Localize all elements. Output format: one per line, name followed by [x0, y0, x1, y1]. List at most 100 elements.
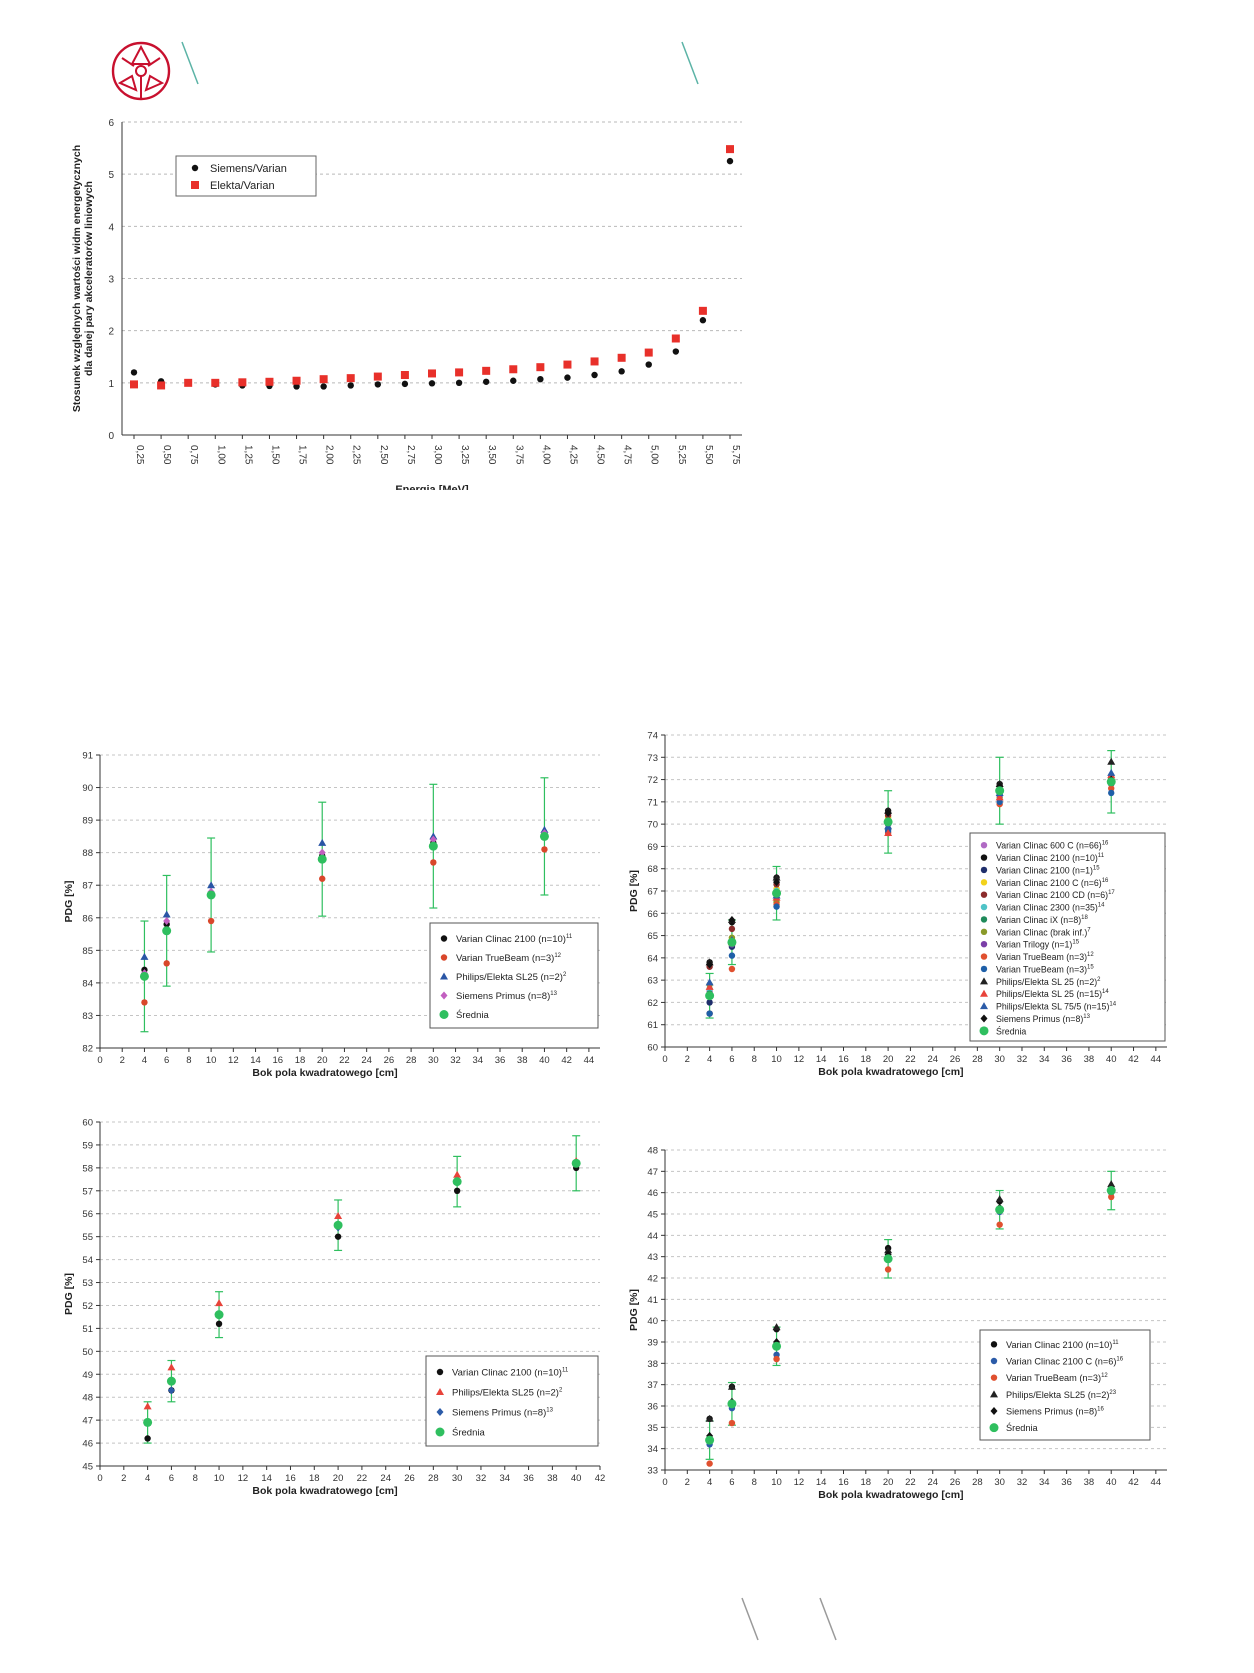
legend-marker: [436, 1408, 444, 1416]
legend-marker: [990, 1341, 998, 1348]
y-tick-label: 52: [82, 1301, 93, 1312]
y-tick-label: 68: [647, 864, 658, 875]
x-tick-label: 4,25: [567, 445, 578, 465]
y-tick-label: 49: [82, 1370, 93, 1381]
data-point: [705, 1414, 714, 1422]
data-point: [429, 835, 437, 844]
x-tick-label: 32: [1017, 1477, 1028, 1488]
legend-reference: 16: [1116, 1357, 1123, 1363]
y-tick-label: 42: [647, 1274, 658, 1285]
y-tick-label: 36: [647, 1402, 658, 1413]
data-point: [995, 1205, 1005, 1215]
legend-label: Varian Trilogy (n=1)15: [996, 940, 1080, 950]
legend-label: Średnia: [452, 1427, 485, 1439]
x-tick-label: 0: [97, 1473, 102, 1484]
data-point: [141, 999, 148, 1006]
x-axis-label: Energia [MeV]: [395, 484, 469, 490]
x-tick-label: 6: [729, 1477, 734, 1488]
legend-marker: [440, 972, 448, 980]
x-tick-label: 28: [406, 1055, 417, 1066]
x-tick-label: 2: [685, 1477, 690, 1488]
x-tick-label: 14: [816, 1477, 827, 1488]
legend-reference: 17: [1108, 890, 1115, 896]
y-tick-label: 57: [82, 1186, 93, 1197]
legend-label: Elekta/Varian: [210, 180, 275, 192]
data-point: [452, 1177, 462, 1187]
x-tick-label: 8: [186, 1055, 191, 1066]
x-tick-label: 18: [861, 1054, 872, 1065]
x-tick-label: 0,75: [188, 445, 199, 465]
legend-label: Varian Clinac 2100 (n=10)11: [452, 1368, 569, 1379]
data-point: [571, 1158, 581, 1168]
data-point: [726, 157, 734, 165]
data-point: [211, 378, 220, 387]
x-tick-label: 10: [771, 1054, 782, 1065]
legend-label: Philips/Elekta SL25 (n=2)23: [1006, 1390, 1117, 1400]
data-point: [184, 378, 193, 387]
x-tick-label: 4: [145, 1473, 150, 1484]
data-point: [143, 1402, 152, 1410]
x-tick-label: 2,50: [378, 445, 389, 465]
legend-reference: 18: [1081, 915, 1088, 921]
y-tick-label: 48: [82, 1393, 93, 1404]
legend-marker: [439, 1010, 449, 1019]
legend-label: Varian Clinac 2300 (n=35)14: [996, 903, 1105, 913]
y-tick-label: 2: [108, 327, 114, 338]
data-point: [206, 890, 216, 900]
y-tick-label: 84: [82, 978, 93, 989]
x-tick-label: 1,50: [269, 445, 280, 465]
y-tick-label: 53: [82, 1278, 93, 1289]
radiation-trefoil-icon: [111, 41, 171, 101]
x-tick-label: 0: [97, 1055, 102, 1066]
x-tick-label: 6: [169, 1473, 174, 1484]
x-tick-label: 16: [272, 1055, 283, 1066]
y-tick-label: 40: [647, 1316, 658, 1327]
legend-marker: [980, 903, 988, 911]
data-point: [705, 991, 715, 1001]
data-point: [166, 1376, 176, 1386]
legend-label: Średnia: [456, 1009, 489, 1021]
x-tick-label: 16: [838, 1054, 849, 1065]
x-tick-label: 42: [561, 1055, 572, 1066]
data-point: [1106, 1186, 1116, 1196]
data-point: [130, 369, 138, 376]
y-axis-label: PDG [%]: [63, 881, 75, 923]
x-tick-label: 20: [883, 1054, 894, 1065]
y-axis-label: PDG [%]: [628, 870, 640, 912]
header-slash-left: [181, 41, 199, 85]
data-point: [884, 1266, 892, 1273]
y-tick-label: 64: [647, 953, 658, 964]
x-tick-label: 22: [905, 1054, 916, 1065]
x-tick-label: 34: [1039, 1054, 1050, 1065]
legend-reference: 2: [559, 1388, 563, 1394]
legend-label: Varian Clinac 2100 CD (n=6)17: [996, 890, 1115, 900]
legend-reference: 16: [1102, 878, 1109, 884]
y-tick-label: 59: [82, 1140, 93, 1151]
legend-reference: 15: [1072, 940, 1079, 946]
x-tick-label: 44: [584, 1055, 595, 1066]
x-tick-label: 42: [1128, 1477, 1139, 1488]
legend-reference: 11: [562, 1368, 569, 1374]
data-point: [728, 1419, 736, 1427]
legend-label: Siemens/Varian: [210, 163, 287, 175]
x-tick-label: 28: [428, 1473, 439, 1484]
data-point: [563, 360, 572, 369]
x-tick-label: 1,25: [242, 445, 253, 465]
legend-marker: [980, 866, 988, 874]
data-point: [772, 888, 782, 898]
x-tick-label: 2: [121, 1473, 126, 1484]
legend-reference: 13: [546, 1408, 553, 1414]
legend-label: Varian Clinac 2100 C (n=6)16: [1006, 1357, 1124, 1367]
x-tick-label: 26: [384, 1055, 395, 1066]
legend-marker: [980, 879, 988, 886]
legend-marker: [980, 989, 988, 997]
y-tick-label: 3: [108, 275, 114, 286]
data-point: [995, 786, 1005, 796]
y-tick-label: 5: [108, 170, 114, 181]
data-point: [617, 353, 626, 362]
legend-marker: [980, 1002, 988, 1010]
legend-marker: [980, 841, 988, 849]
